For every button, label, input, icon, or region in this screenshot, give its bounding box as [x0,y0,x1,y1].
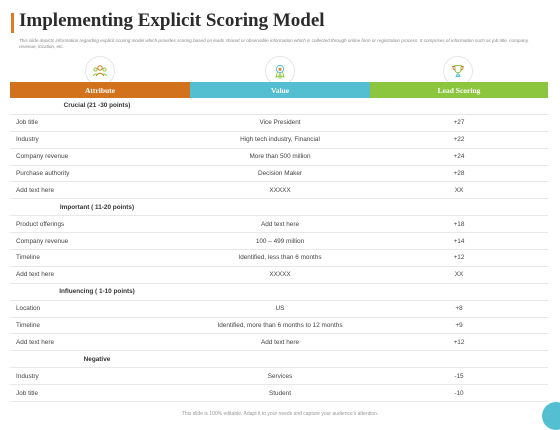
score-cell: +8 [370,300,548,318]
score-cell: XX [370,266,548,284]
attribute-cell: Job title [10,384,190,403]
value-cell: XXXXX [190,266,370,284]
value-cell: 100 – 499 million [190,232,370,251]
slide-title: Implementing Explicit Scoring Model [19,10,325,31]
score-cell: +27 [370,114,548,132]
group-row-crucial: Crucial (21 -30 points) [10,98,548,115]
table-row: Job title Student -10 [10,384,548,403]
score-cell: +18 [370,215,548,234]
group-row-important: Important ( 11-20 points) [10,198,548,217]
value-cell: Identified, more than 6 months to 12 mon… [190,317,370,335]
table-row: Job title Vice President +27 [10,114,548,132]
score-cell: +28 [370,165,548,183]
table-row: Industry Services -15 [10,367,548,386]
attribute-cell: Timeline [10,249,190,267]
score-cell: +12 [370,249,548,267]
table-row: Timeline Identified, less than 6 months … [10,249,548,267]
table-row: Location US +8 [10,300,548,318]
header-value: Value [190,82,370,98]
table-row: Add text here XXXXX XX [10,266,548,284]
title-accent-bar [11,13,14,33]
table-row: Company revenue 100 – 499 million +14 [10,232,548,251]
attribute-cell: Industry [10,131,190,149]
score-cell: +9 [370,317,548,335]
group-label: Negative [10,350,190,369]
value-cell: Student [190,384,370,403]
corner-decoration [542,402,560,430]
trophy-icon [443,56,473,86]
value-cell: Decision Maker [190,165,370,183]
table-row: Company revenue More than 500 million +2… [10,148,548,166]
value-cell: XXXXX [190,181,370,200]
table-row: Timeline Identified, more than 6 months … [10,317,548,335]
value-cell: Identified, less than 6 months [190,249,370,267]
header-lead-scoring: Lead Scoring [370,82,548,98]
group-label: Crucial (21 -30 points) [10,98,190,115]
score-cell: -10 [370,384,548,403]
value-cell: More than 500 million [190,148,370,166]
attribute-cell: Location [10,300,190,318]
value-cell: Services [190,367,370,386]
table-row: Industry High tech industry, Financial +… [10,131,548,149]
team-icon [85,56,115,86]
slide-subtitle: This slide depicts information regarding… [19,38,529,49]
scoring-table: Attribute Value Lead Scoring Crucial (21… [10,82,548,403]
group-label: Important ( 11-20 points) [10,198,190,217]
slide-footer: This slide is 100% editable. Adapt it to… [181,411,379,417]
score-cell: -15 [370,367,548,386]
attribute-cell: Timeline [10,317,190,335]
table-row: Purchase authority Decision Maker +28 [10,165,548,183]
table-row: Add text here XXXXX XX [10,181,548,200]
value-cell: Add text here [190,333,370,352]
attribute-cell: Add text here [10,333,190,352]
value-cell: US [190,300,370,318]
attribute-cell: Purchase authority [10,165,190,183]
score-cell: +22 [370,131,548,149]
attribute-cell: Add text here [10,181,190,200]
attribute-cell: Product offerings [10,215,190,234]
table-row: Product offerings Add text here +18 [10,215,548,234]
value-cell: Vice President [190,114,370,132]
table-row: Add text here Add text here +12 [10,333,548,352]
group-row-negative: Negative [10,350,548,369]
attribute-cell: Industry [10,367,190,386]
score-cell: +14 [370,232,548,251]
value-cell: Add text here [190,215,370,234]
award-icon [265,56,295,86]
group-row-influencing: Influencing ( 1-10 points) [10,283,548,301]
value-cell: High tech industry, Financial [190,131,370,149]
score-cell: +12 [370,333,548,352]
score-cell: XX [370,181,548,200]
table-header-row: Attribute Value Lead Scoring [10,82,548,98]
attribute-cell: Job title [10,114,190,132]
group-label: Influencing ( 1-10 points) [10,283,190,301]
column-icons [10,56,548,86]
score-cell: +24 [370,148,548,166]
header-attribute: Attribute [10,82,190,98]
attribute-cell: Company revenue [10,232,190,251]
attribute-cell: Add text here [10,266,190,284]
attribute-cell: Company revenue [10,148,190,166]
